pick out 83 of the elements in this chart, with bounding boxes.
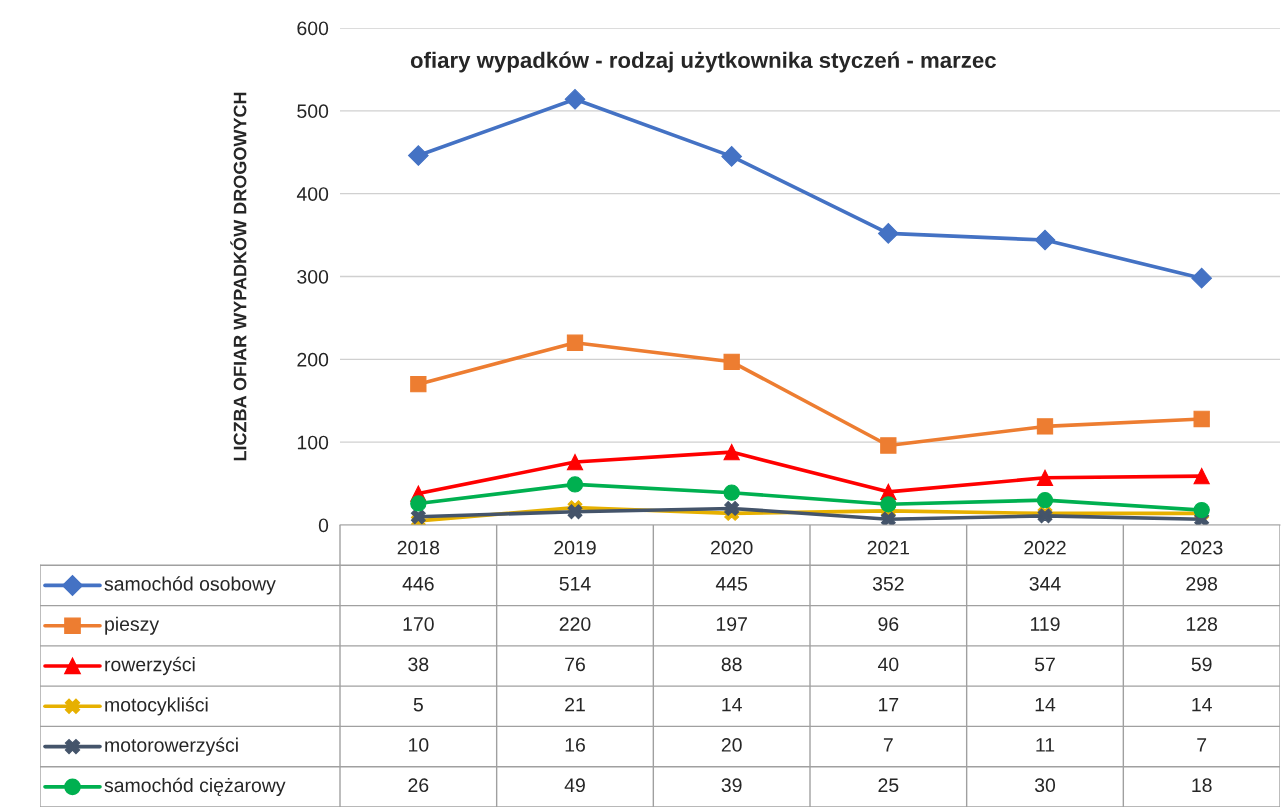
data-label: 119 bbox=[1030, 617, 1060, 631]
point bbox=[1036, 469, 1054, 486]
data-label: 14 bbox=[722, 697, 742, 712]
point bbox=[721, 146, 743, 167]
data-label: 17 bbox=[879, 697, 899, 712]
data-label: 18 bbox=[1192, 778, 1212, 793]
point bbox=[1191, 267, 1213, 289]
point bbox=[880, 511, 896, 525]
point bbox=[880, 496, 897, 513]
text: ofiary wypadków - rodzaj użytkownika styczeń - marzec bbox=[410, 51, 996, 73]
point bbox=[1036, 491, 1054, 509]
data-label: 445 bbox=[715, 577, 748, 591]
data-label: 59 bbox=[1191, 657, 1212, 672]
point bbox=[566, 453, 584, 471]
data-label: 21 bbox=[565, 697, 585, 712]
data-label: 25 bbox=[878, 778, 899, 793]
data-label: 7 bbox=[1197, 738, 1207, 752]
point bbox=[877, 223, 899, 244]
y-tick-label: 500 bbox=[297, 104, 329, 119]
data-label: 16 bbox=[565, 738, 585, 752]
legend-label: samochód osobowy bbox=[104, 576, 276, 595]
legend-label: rowerzyści bbox=[105, 656, 195, 676]
y-tick-label: 100 bbox=[297, 435, 329, 450]
data-label: 14 bbox=[1192, 697, 1212, 712]
point bbox=[564, 88, 586, 110]
x-tick-label: 2018 bbox=[397, 540, 440, 555]
x-tick-label: 2023 bbox=[1181, 540, 1223, 555]
y-tick-label: 300 bbox=[297, 269, 329, 284]
data-label: 30 bbox=[1034, 778, 1056, 793]
data-label: 220 bbox=[559, 617, 591, 631]
point bbox=[1193, 410, 1210, 428]
data-label: 38 bbox=[408, 657, 429, 672]
data-label: 352 bbox=[872, 576, 904, 591]
point bbox=[723, 443, 740, 461]
legend-label: motocykliści bbox=[105, 697, 208, 716]
y-tick-label: 0 bbox=[318, 518, 329, 533]
data-label: 49 bbox=[564, 778, 585, 793]
data-label: 96 bbox=[878, 617, 899, 631]
y-tick-label: 200 bbox=[297, 352, 329, 367]
point bbox=[407, 145, 429, 166]
y-tick-label: 600 bbox=[297, 21, 329, 36]
data-label: 76 bbox=[565, 657, 585, 672]
point bbox=[1193, 501, 1210, 519]
data-label: 20 bbox=[721, 738, 742, 752]
x-tick-label: 2021 bbox=[867, 540, 910, 555]
data-label: 5 bbox=[413, 697, 423, 712]
data-label: 88 bbox=[721, 657, 742, 672]
point bbox=[566, 476, 584, 493]
legend-label: samochód ciężarowy bbox=[104, 777, 286, 797]
x-tick-label: 2022 bbox=[1024, 540, 1066, 555]
data-label: 14 bbox=[1035, 697, 1056, 712]
point bbox=[880, 437, 897, 454]
legend-label: pieszy bbox=[105, 616, 160, 635]
legend-label: motorowerzyści bbox=[105, 737, 238, 756]
x-tick-label: 2020 bbox=[711, 540, 753, 555]
point bbox=[1036, 418, 1054, 435]
data-label: 11 bbox=[1036, 738, 1055, 752]
point bbox=[1193, 467, 1210, 485]
point bbox=[410, 509, 426, 525]
data-label: 128 bbox=[1186, 617, 1218, 631]
point bbox=[724, 500, 740, 516]
point bbox=[723, 484, 740, 501]
y-axis-title: LICZBA OFIAR WYPADKÓW DROGOWYCH bbox=[230, 92, 247, 461]
data-label: 514 bbox=[559, 577, 591, 591]
data-label: 344 bbox=[1029, 576, 1061, 591]
data-label: 170 bbox=[403, 617, 434, 631]
data-label: 40 bbox=[877, 657, 899, 672]
data-label: 10 bbox=[409, 738, 429, 752]
data-label: 197 bbox=[716, 617, 747, 631]
data-label: 57 bbox=[1034, 657, 1055, 672]
point bbox=[567, 504, 583, 520]
point bbox=[1034, 229, 1056, 251]
point bbox=[410, 495, 427, 512]
point bbox=[410, 376, 427, 393]
data-label: 7 bbox=[883, 738, 893, 752]
point bbox=[723, 353, 740, 370]
y-tick-label: 400 bbox=[296, 187, 329, 201]
data-label: 39 bbox=[721, 778, 742, 793]
data-label: 26 bbox=[408, 778, 429, 793]
data-label: 446 bbox=[402, 576, 434, 591]
point bbox=[566, 334, 584, 351]
x-tick-label: 2019 bbox=[554, 540, 596, 555]
data-label: 298 bbox=[1186, 576, 1218, 591]
